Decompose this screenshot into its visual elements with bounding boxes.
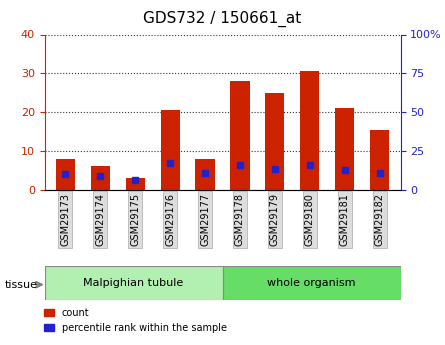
Bar [300, 71, 320, 190]
Legend: count, percentile rank within the sample: count, percentile rank within the sample [40, 304, 231, 337]
Text: GSM29173: GSM29173 [61, 193, 70, 246]
Bar [231, 81, 250, 190]
Text: GSM29176: GSM29176 [165, 193, 175, 246]
Text: GSM29181: GSM29181 [340, 193, 350, 246]
Text: tissue: tissue [4, 280, 37, 289]
Text: GSM29174: GSM29174 [95, 193, 105, 246]
Bar [370, 130, 389, 190]
Text: GDS732 / 150661_at: GDS732 / 150661_at [143, 10, 302, 27]
Bar [161, 110, 180, 190]
Text: GSM29178: GSM29178 [235, 193, 245, 246]
Bar [91, 167, 110, 190]
Text: GSM29180: GSM29180 [305, 193, 315, 246]
Bar [265, 93, 284, 190]
Text: GSM29175: GSM29175 [130, 193, 140, 246]
Text: whole organism: whole organism [267, 278, 356, 288]
Bar [56, 159, 75, 190]
Text: GSM29177: GSM29177 [200, 193, 210, 246]
Text: GSM29179: GSM29179 [270, 193, 280, 246]
Bar [195, 159, 214, 190]
Bar [222, 266, 400, 300]
Bar [125, 178, 145, 190]
Text: GSM29182: GSM29182 [375, 193, 384, 246]
Bar [44, 266, 222, 300]
Bar [335, 108, 354, 190]
Text: Malpighian tubule: Malpighian tubule [83, 278, 184, 288]
